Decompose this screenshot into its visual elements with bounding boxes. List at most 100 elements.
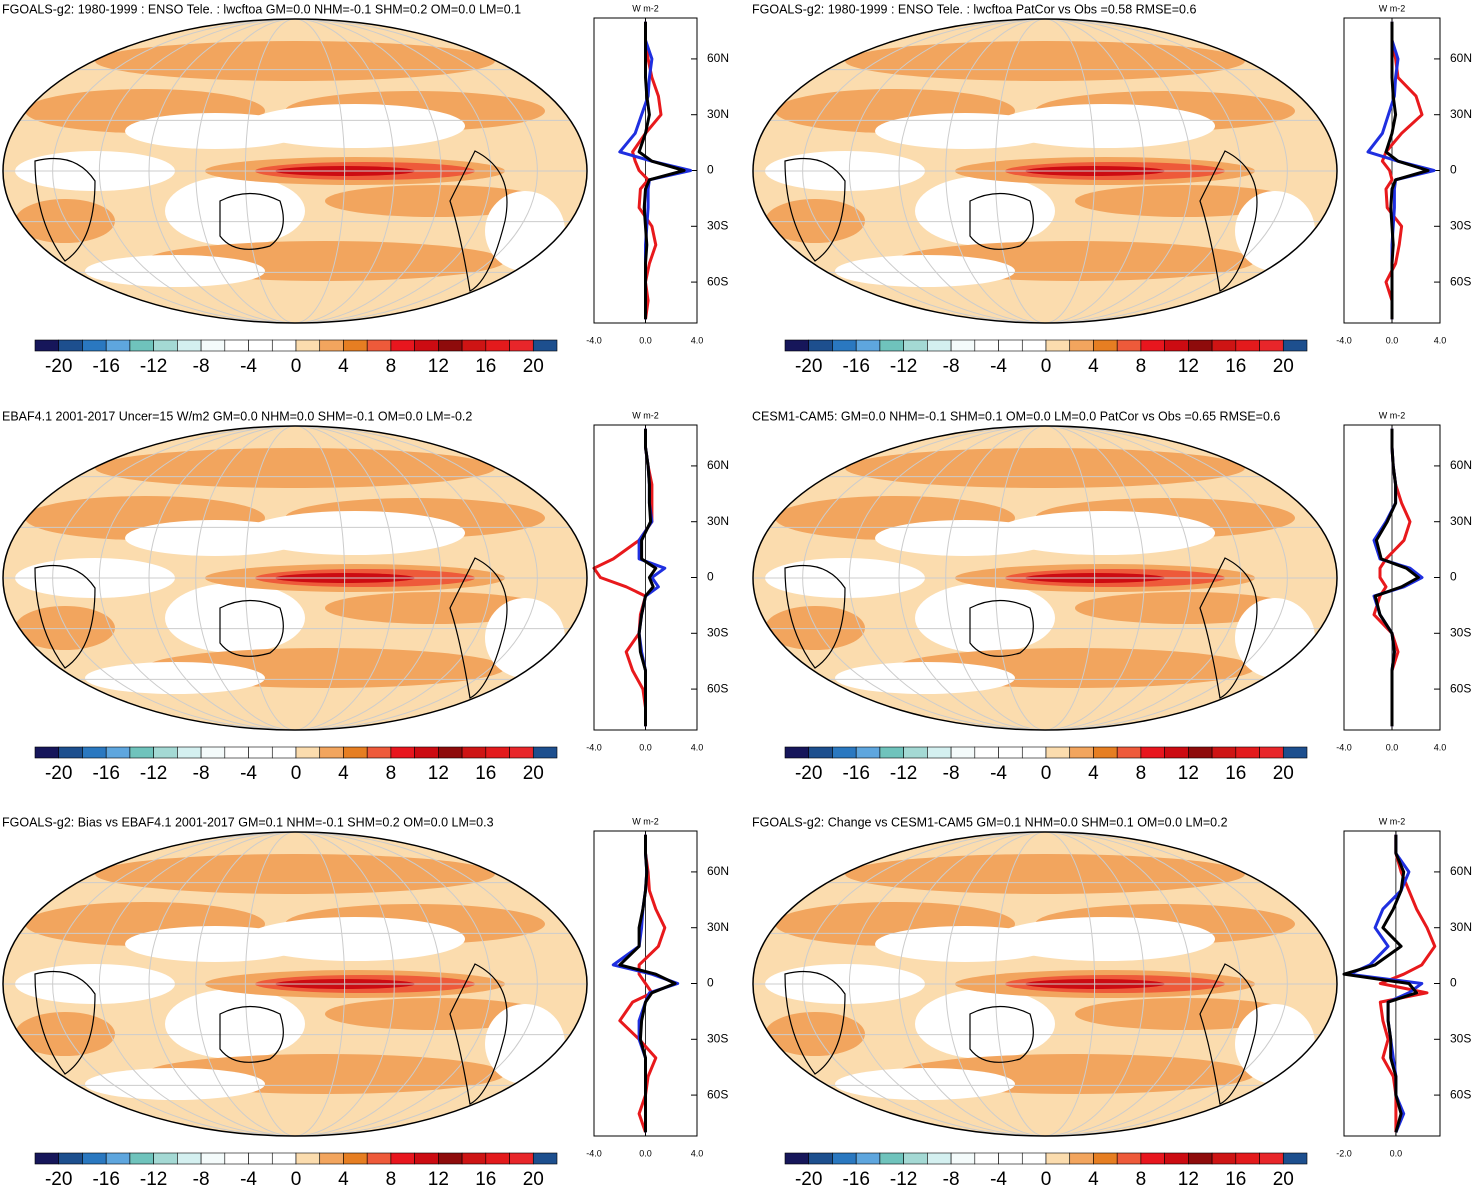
profile-frame: [593, 830, 698, 1137]
colorbar-box: [200, 339, 226, 352]
colorbar-label: -16: [92, 1169, 119, 1187]
x-tick-label: 0.0: [1386, 742, 1399, 752]
colorbar-box: [58, 1152, 83, 1165]
y-tick-label: 60S: [707, 1087, 728, 1101]
colorbar-box: [1140, 339, 1165, 352]
profile-line: [1378, 834, 1437, 1133]
colorbar-box: [438, 339, 463, 352]
anomaly-region: [15, 606, 115, 650]
colorbar-box: [1069, 1152, 1094, 1165]
colorbar-box: [319, 339, 344, 352]
colorbar-box: [414, 1152, 439, 1165]
x-tick-label: 4.0: [1434, 335, 1447, 345]
y-tick-label: 60N: [1450, 51, 1472, 65]
map: [753, 832, 1337, 1136]
colorbar-label: -20: [45, 1169, 72, 1187]
graticule: [994, 426, 1096, 730]
colorbar-box: [1188, 1152, 1213, 1165]
colorbar-box: [1235, 1152, 1260, 1165]
anomaly-region: [765, 199, 865, 243]
colorbar-box: [414, 339, 439, 352]
colorbar-label: 8: [1136, 356, 1147, 377]
coastline: [34, 557, 508, 699]
panel-title: FGOALS-g2: Change vs CESM1-CAM5 GM=0.1 N…: [752, 815, 1228, 829]
colorbar-box: [808, 339, 833, 352]
colorbar-box: [855, 339, 881, 352]
colorbar-label: -16: [842, 763, 869, 784]
graticule: [244, 832, 346, 1136]
colorbar-box: [903, 339, 928, 352]
y-tick-label: 30N: [707, 514, 729, 528]
x-tick-label: 0.0: [639, 335, 652, 345]
anomaly-region: [845, 448, 1245, 488]
anomaly-region: [325, 185, 545, 217]
colorbar-box: [82, 746, 107, 759]
map-outline: [752, 18, 1338, 324]
colorbar-box: [1045, 746, 1071, 759]
colorbar-label: -16: [842, 1169, 869, 1187]
colorbar-box: [1164, 339, 1189, 352]
colorbar-box: [485, 746, 510, 759]
colorbar-box: [832, 746, 857, 759]
anomaly-region: [1235, 1004, 1315, 1084]
colorbar-box: [129, 746, 154, 759]
x-tick-label: -4.0: [1336, 335, 1352, 345]
anomaly-region: [485, 598, 565, 678]
anomaly-region: [1075, 592, 1295, 624]
x-tick-label: -4.0: [586, 1148, 602, 1158]
colorbar-label: -8: [193, 1169, 210, 1187]
anomaly-region: [1235, 598, 1315, 678]
profile-line: [592, 428, 654, 727]
anomaly-region: [85, 255, 265, 287]
colorbar-box: [974, 746, 999, 759]
colorbar-label: 20: [523, 1169, 544, 1187]
map: [753, 426, 1337, 730]
colorbar-label: 12: [428, 763, 449, 784]
units: W m-2: [632, 410, 659, 420]
graticule: [52, 19, 538, 323]
colorbar-box: [832, 1152, 857, 1165]
colorbar-box: [974, 1152, 999, 1165]
colorbar-label: 12: [428, 1169, 449, 1187]
anomaly-region: [325, 998, 545, 1030]
colorbar-box: [532, 339, 558, 352]
anomaly-region: [835, 662, 1015, 694]
y-tick-label: 60S: [707, 274, 728, 288]
anomaly-region: [245, 104, 465, 148]
map: [3, 426, 587, 730]
colorbar-box: [58, 339, 83, 352]
colorbar-box: [461, 339, 487, 352]
colorbar-box: [485, 339, 510, 352]
colorbar-box: [105, 746, 131, 759]
anomaly-region: [95, 854, 495, 894]
y-tick-label: 30N: [1450, 920, 1472, 934]
map-outline: [2, 831, 588, 1137]
graticule: [195, 832, 395, 1136]
colorbar-box: [271, 1152, 297, 1165]
colorbar-label: -16: [92, 356, 119, 377]
y-tick-label: 60N: [707, 864, 729, 878]
profile-frame: [593, 424, 698, 731]
colorbar-label: -12: [140, 1169, 167, 1187]
y-tick-label: 30N: [707, 107, 729, 121]
coastline: [784, 557, 1258, 699]
colorbar-box: [1140, 746, 1165, 759]
colorbar-box: [319, 1152, 344, 1165]
anomaly-region: [485, 1004, 565, 1084]
colorbar-box: [784, 1152, 810, 1165]
colorbar-label: 8: [386, 1169, 397, 1187]
y-tick-label: 0: [1450, 976, 1457, 990]
colorbar-label: 12: [428, 356, 449, 377]
colorbar-label: 0: [1041, 1169, 1052, 1187]
colorbar-box: [82, 1152, 107, 1165]
profile-frame: [1343, 424, 1441, 731]
x-tick-label: 4.0: [1434, 742, 1447, 752]
coastline: [784, 963, 1258, 1105]
colorbar-box: [927, 339, 952, 352]
colorbar-box: [366, 339, 392, 352]
colorbar-box: [58, 746, 83, 759]
x-tick-label: -4.0: [1336, 742, 1352, 752]
colorbar-label: -8: [943, 356, 960, 377]
x-tick-label: 0.0: [639, 1148, 652, 1158]
coastline: [34, 150, 508, 292]
